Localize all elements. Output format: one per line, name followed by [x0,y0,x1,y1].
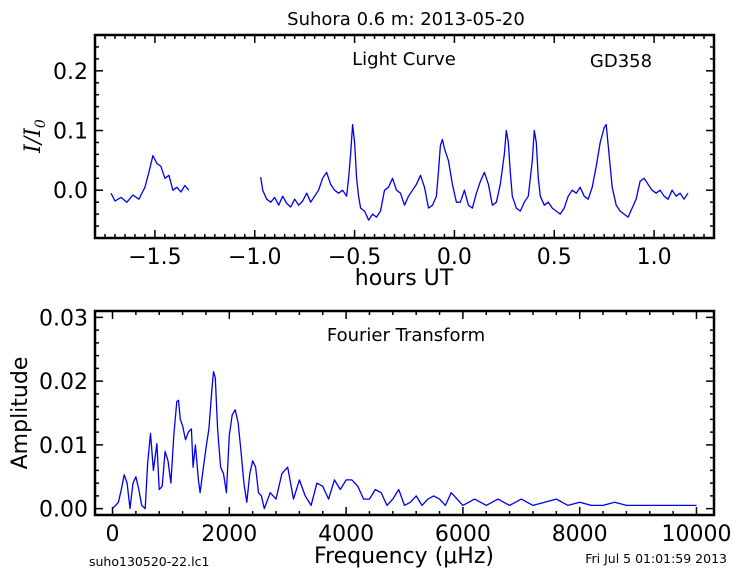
fourier-ticks: 0 2000 4000 6000 8000 10000 0.00 0.01 0.02 0.03 [39,306,731,547]
light-curve-xtick-label: 0.0 [437,245,472,270]
fourier-annotation: Fourier Transform [327,325,485,346]
chart-title: Suhora 0.6 m: 2013-05-20 [287,9,525,30]
light-curve-xtick-label: −1.5 [128,245,181,270]
fourier-xtick-label: 0 [106,522,120,547]
light-curve-series-line [260,123,689,221]
fourier-ytick-label: 0.01 [39,434,88,459]
timestamp-footer: Fri Jul 5 01:01:59 2013 [585,551,727,566]
light-curve-xtick-label: −1.0 [228,245,281,270]
fourier-series-line [112,370,697,510]
light-curve-ticks: −1.5 −1.0 −0.5 0.0 0.5 1.0 0.0 0.1 0.2 [53,35,714,270]
light-curve-annotation: Light Curve [352,49,456,70]
fourier-frame [93,309,716,517]
fourier-transform-panel: 0 2000 4000 6000 8000 10000 0.00 0.01 0.02 0.03 F… [8,306,731,569]
fourier-xtick-label: 10000 [661,522,731,547]
light-curve-ylabel: I/I0 [21,119,49,154]
fourier-xtick-label: 2000 [201,522,257,547]
light-curve-frame [93,33,716,240]
fourier-xtick-label: 4000 [318,522,374,547]
light-curve-ytick-label: 0.0 [53,179,88,204]
light-curve-xtick-label: 0.5 [537,245,572,270]
light-curve-plot [110,123,689,221]
filename-footer: suho130520-22.lc1 [89,554,209,569]
fourier-xtick-label: 8000 [552,522,608,547]
object-name-annotation: GD358 [590,51,652,72]
light-curve-xtick-label: −0.5 [328,245,381,270]
light-curve-panel: −1.5 −1.0 −0.5 0.0 0.5 1.0 0.0 0.1 0.2 Light Cur… [21,33,716,291]
fourier-xtick-label: 6000 [435,522,491,547]
light-curve-xtick-label: 1.0 [637,245,672,270]
light-curve-xlabel: hours UT [355,266,454,291]
fourier-xlabel: Frequency (μHz) [314,544,494,569]
fourier-plot [112,370,697,510]
fourier-ytick-label: 0.00 [39,498,88,523]
light-curve-series-line [110,154,190,203]
fourier-ytick-label: 0.03 [39,306,88,331]
fourier-ylabel: Amplitude [8,357,33,470]
fourier-ytick-label: 0.02 [39,370,88,395]
light-curve-ytick-label: 0.2 [53,60,88,85]
light-curve-ytick-label: 0.1 [53,120,88,145]
